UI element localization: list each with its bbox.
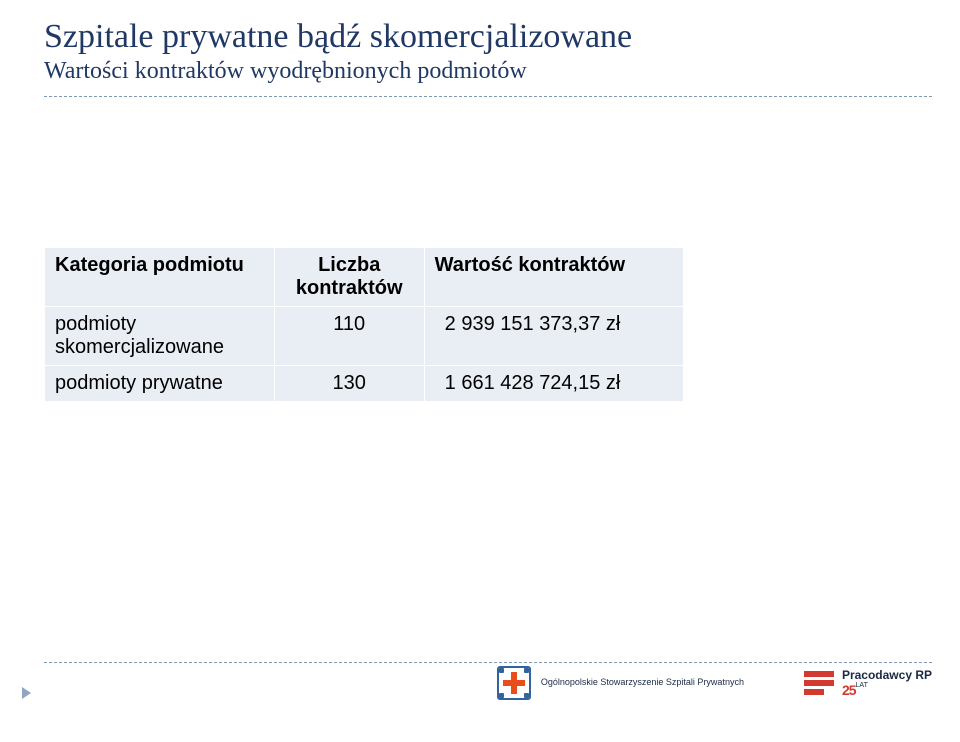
- col-header-value: Wartość kontraktów: [424, 248, 683, 307]
- slide: Szpitale prywatne bądź skomercjalizowane…: [0, 0, 960, 742]
- table-header-row: Kategoria podmiotu Liczba kontraktów War…: [45, 248, 684, 307]
- logo-ossp: Ogólnopolskie Stowarzyszenie Szpitali Pr…: [497, 666, 744, 700]
- logo-pracodawcy-rp: Pracodawcy RP 25LAT: [804, 668, 932, 698]
- data-table: Kategoria podmiotu Liczba kontraktów War…: [44, 247, 684, 402]
- cell-category: podmioty skomercjalizowane: [45, 307, 275, 366]
- prp-logo-text: Pracodawcy RP 25LAT: [842, 668, 932, 698]
- bullet-icon: [22, 687, 31, 699]
- prp-bars-icon: [804, 671, 834, 695]
- prp-years: 25LAT: [842, 682, 932, 698]
- page-subtitle: Wartości kontraktów wyodrębnionych podmi…: [44, 57, 932, 86]
- table-row: podmioty prywatne 130 1 661 428 724,15 z…: [45, 366, 684, 402]
- table-row: podmioty skomercjalizowane 110 2 939 151…: [45, 307, 684, 366]
- page-title: Szpitale prywatne bądź skomercjalizowane: [44, 18, 932, 55]
- ossp-logo-text: Ogólnopolskie Stowarzyszenie Szpitali Pr…: [541, 678, 744, 688]
- ossp-emblem-icon: [497, 666, 531, 700]
- cell-count: 130: [274, 366, 424, 402]
- col-header-category: Kategoria podmiotu: [45, 248, 275, 307]
- data-table-container: Kategoria podmiotu Liczba kontraktów War…: [44, 247, 684, 402]
- cell-category: podmioty prywatne: [45, 366, 275, 402]
- footer-logos: Ogólnopolskie Stowarzyszenie Szpitali Pr…: [497, 666, 932, 700]
- cell-value: 2 939 151 373,37 zł: [424, 307, 683, 366]
- col-header-count: Liczba kontraktów: [274, 248, 424, 307]
- cell-value: 1 661 428 724,15 zł: [424, 366, 683, 402]
- footer: Ogólnopolskie Stowarzyszenie Szpitali Pr…: [0, 662, 960, 716]
- divider-top: [44, 96, 932, 97]
- cell-count: 110: [274, 307, 424, 366]
- divider-bottom: [44, 662, 932, 663]
- prp-name: Pracodawcy RP: [842, 668, 932, 682]
